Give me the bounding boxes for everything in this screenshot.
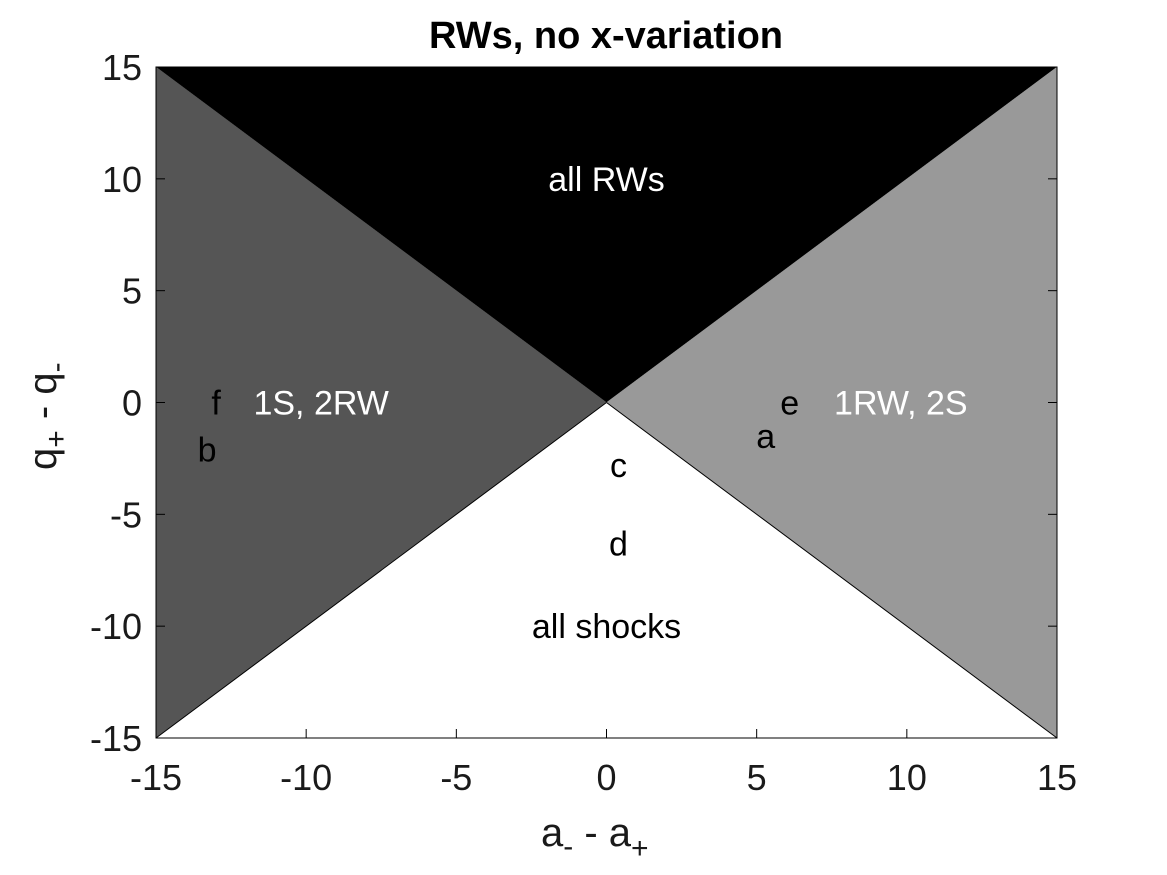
point-label-a: a [756,418,775,456]
region-labels: all RWs 1S, 2RW 1RW, 2S all shocks [253,161,967,646]
point-labels: a b c d e f [198,385,800,564]
axis-ticks [155,66,1058,739]
x-axis-label-sub1: - [563,830,573,863]
region-boundaries [155,402,1058,739]
x-axis-label-mid: - a [573,811,632,855]
point-label-e: e [780,385,799,423]
y-tick-label: -15 [90,718,142,759]
y-axis-label: q+ - q- [21,362,73,470]
x-tick-labels: -15 -10 -5 0 5 10 15 [130,757,1077,798]
point-label-f: f [211,385,221,423]
y-tick-label: 0 [122,383,142,424]
y-axis-label-main: q [21,448,65,470]
point-label-d: d [609,525,628,563]
x-axis-label: a- - a+ [541,811,649,865]
chart-regions [155,66,1058,739]
x-tick-label: 5 [747,757,767,798]
x-tick-label: -5 [440,757,472,798]
x-axis-label-sub2: + [631,832,649,865]
y-tick-label: 5 [122,271,142,312]
region-label-1rw-2s: 1RW, 2S [834,385,968,423]
region-label-1s-2rw: 1S, 2RW [253,385,388,423]
y-tick-label: 15 [102,47,142,88]
point-label-c: c [610,447,627,485]
region-label-all-shocks: all shocks [532,608,681,646]
region-label-all-rws: all RWs [548,161,665,199]
x-tick-label: -15 [130,757,182,798]
y-axis-label-sub1: + [40,430,73,448]
y-axis-label-mid: - q [21,372,65,430]
x-tick-label: 0 [596,757,616,798]
chart-title: RWs, no x-variation [429,15,783,57]
y-axis-label-sub2: - [40,362,73,372]
x-axis-label-main: a [541,811,564,855]
y-tick-label: -10 [90,606,142,647]
y-tick-label: 10 [102,159,142,200]
x-tick-label: 15 [1037,757,1077,798]
x-tick-label: -10 [280,757,332,798]
x-tick-label: 10 [887,757,927,798]
boundary-line-2 [606,402,1058,739]
y-tick-labels: -15 -10 -5 0 5 10 15 [90,47,142,759]
boundary-line-1 [155,402,607,739]
point-label-b: b [198,431,217,469]
y-tick-label: -5 [110,494,142,535]
